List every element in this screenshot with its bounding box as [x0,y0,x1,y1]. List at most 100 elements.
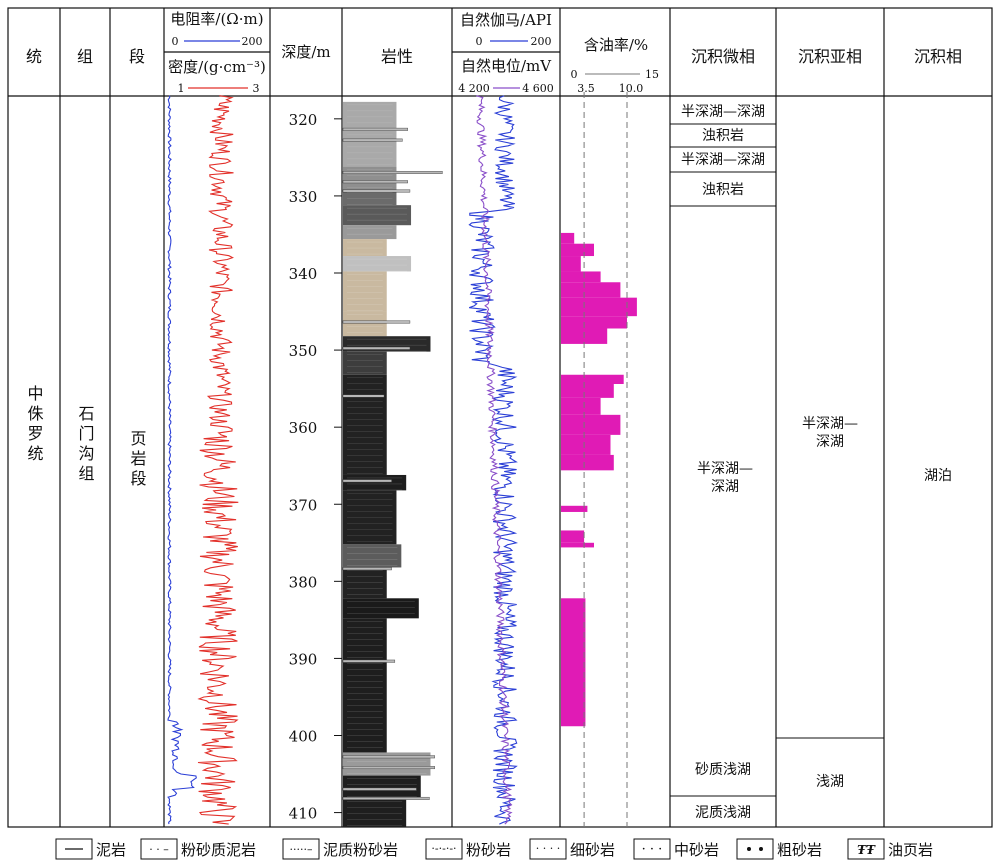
lithology-layer [343,101,397,167]
resistivity-density-track [167,95,239,825]
legend-swatch-oil-shale [847,838,885,860]
table-frame [7,7,993,828]
lithology-lens [342,659,396,663]
header-sp-min: 4 200 [458,82,490,95]
legend-item-coarse-sandstone: 粗砂岩 [736,838,822,860]
lithology-lens [342,138,403,142]
header-microfacies: 沉积微相 [691,47,755,66]
depth-tick-label: 320 [289,111,318,129]
header-formation: 组 [77,47,93,66]
legend-item-mudstone: 泥岩 [55,838,126,860]
lithology-layer [343,618,387,753]
legend-swatch-muddy-siltstone [282,838,320,860]
legend-label-medium-sandstone: 中砂岩 [674,841,719,859]
legend-symbol-oil-shale: ŦŦ [857,843,876,857]
header-resistivity: 电阻率/(Ω·m) [170,10,263,28]
oil-content-bar [561,434,611,455]
header-sp-max: 4 600 [522,82,554,95]
legend-item-silty-mudstone: · · – 粉砂质泥岩 [140,838,256,860]
oil-content-track [561,92,637,827]
depth-tick-label: 340 [289,265,318,283]
legend-symbol-muddy-siltstone: ·····– [290,843,313,856]
lithology-lens [342,189,411,193]
header-resistivity-max: 200 [242,35,263,48]
header-subfacies: 沉积亚相 [798,47,862,66]
lithology-layer [343,544,402,568]
lithology-lens [342,346,411,350]
depth-tick-label: 390 [289,650,318,668]
oil-content-bar [561,384,614,398]
oil-content-bar [561,414,621,435]
depth-tick-label: 410 [289,805,318,823]
oil-content-bar [561,505,588,512]
lithology-layer [343,239,387,257]
oil-content-bar [561,282,621,298]
lithology-layer [343,311,387,337]
lithology-layer [343,474,407,491]
lithology-lens [342,394,385,398]
header-facies: 沉积相 [914,47,962,66]
subfacies-upper-a: 半深湖— [802,416,858,432]
lithology-layer [343,271,387,312]
header-gamma-max: 200 [531,35,552,48]
facies-label: 湖泊 [924,468,952,484]
lithology-legend: 泥岩 · · – 粉砂质泥岩 ·····– 泥质粉砂岩 ·-·-·-· 粉砂岩 … [55,838,933,860]
microfacies-column [670,123,776,797]
oil-content-bar [561,374,624,384]
header-density-max: 3 [253,82,260,95]
legend-item-oil-shale: ŦŦ 油页岩 [847,838,933,860]
depth-tick-label: 380 [289,573,318,591]
depth-tick-label: 370 [289,496,318,514]
strat-member: 页岩段 [128,430,147,490]
legend-symbol-medium-sandstone: · · · [642,842,663,857]
lithology-layer [343,775,421,799]
lithology-lens [342,180,409,184]
oil-content-bar [561,530,585,543]
oil-content-bar [561,297,637,317]
legend-label-silty-mudstone: 粉砂质泥岩 [181,841,256,859]
legend-symbol-fine-sandstone: · · · · [536,842,560,855]
header-lithology: 岩性 [381,47,413,66]
oil-content-bar [561,542,594,548]
header-oil: 含油率/% [584,36,648,54]
legend-label-siltstone: 粉砂岩 [466,841,511,859]
lithology-track [342,101,443,827]
legend-item-medium-sandstone: · · · 中砂岩 [633,838,719,860]
lithology-layer [343,490,397,545]
oil-content-bar [561,454,614,471]
header-series: 统 [26,47,42,66]
sp-curve [476,95,513,825]
depth-tick-label: 330 [289,188,318,206]
oil-content-bar [561,271,601,283]
header-oil-min: 0 [571,68,578,81]
header-oil-max: 15 [645,68,659,81]
gamma-sp-track [468,95,519,825]
subfacies-upper-b: 深湖 [816,434,844,450]
header-gamma: 自然伽马/API [460,11,552,29]
legend-item-muddy-siltstone: ·····– 泥质粉砂岩 [282,838,398,860]
legend-swatch-silty-mudstone [140,838,178,860]
header-density: 密度/(g·cm⁻³) [168,58,266,76]
lithology-lens [342,171,443,174]
oil-content-bar [561,598,586,727]
lithology-lens [342,567,392,571]
header-gamma-min: 0 [476,35,483,48]
oil-content-bar [561,397,601,415]
oil-content-bar [561,243,594,257]
microfacies-label-3: 半深湖—深湖 [681,152,765,168]
legend-dot-1 [747,847,751,851]
strat-series: 中侏罗统 [25,385,44,465]
strat-formation: 石门沟组 [76,405,95,485]
lithology-lens [342,320,411,324]
lithology-lens [342,127,409,131]
header-oil-ref1: 3.5 [577,82,595,95]
subfacies-lower: 浅湖 [816,774,844,790]
legend-swatch-fine-sandstone [529,838,567,860]
legend-label-coarse-sandstone: 粗砂岩 [777,841,822,859]
lithology-layer [343,256,412,272]
header-density-min: 1 [178,82,185,95]
microfacies-label-6: 砂质浅湖 [695,762,751,778]
lithology-layer [343,205,412,226]
legend-swatch-siltstone [425,838,463,860]
